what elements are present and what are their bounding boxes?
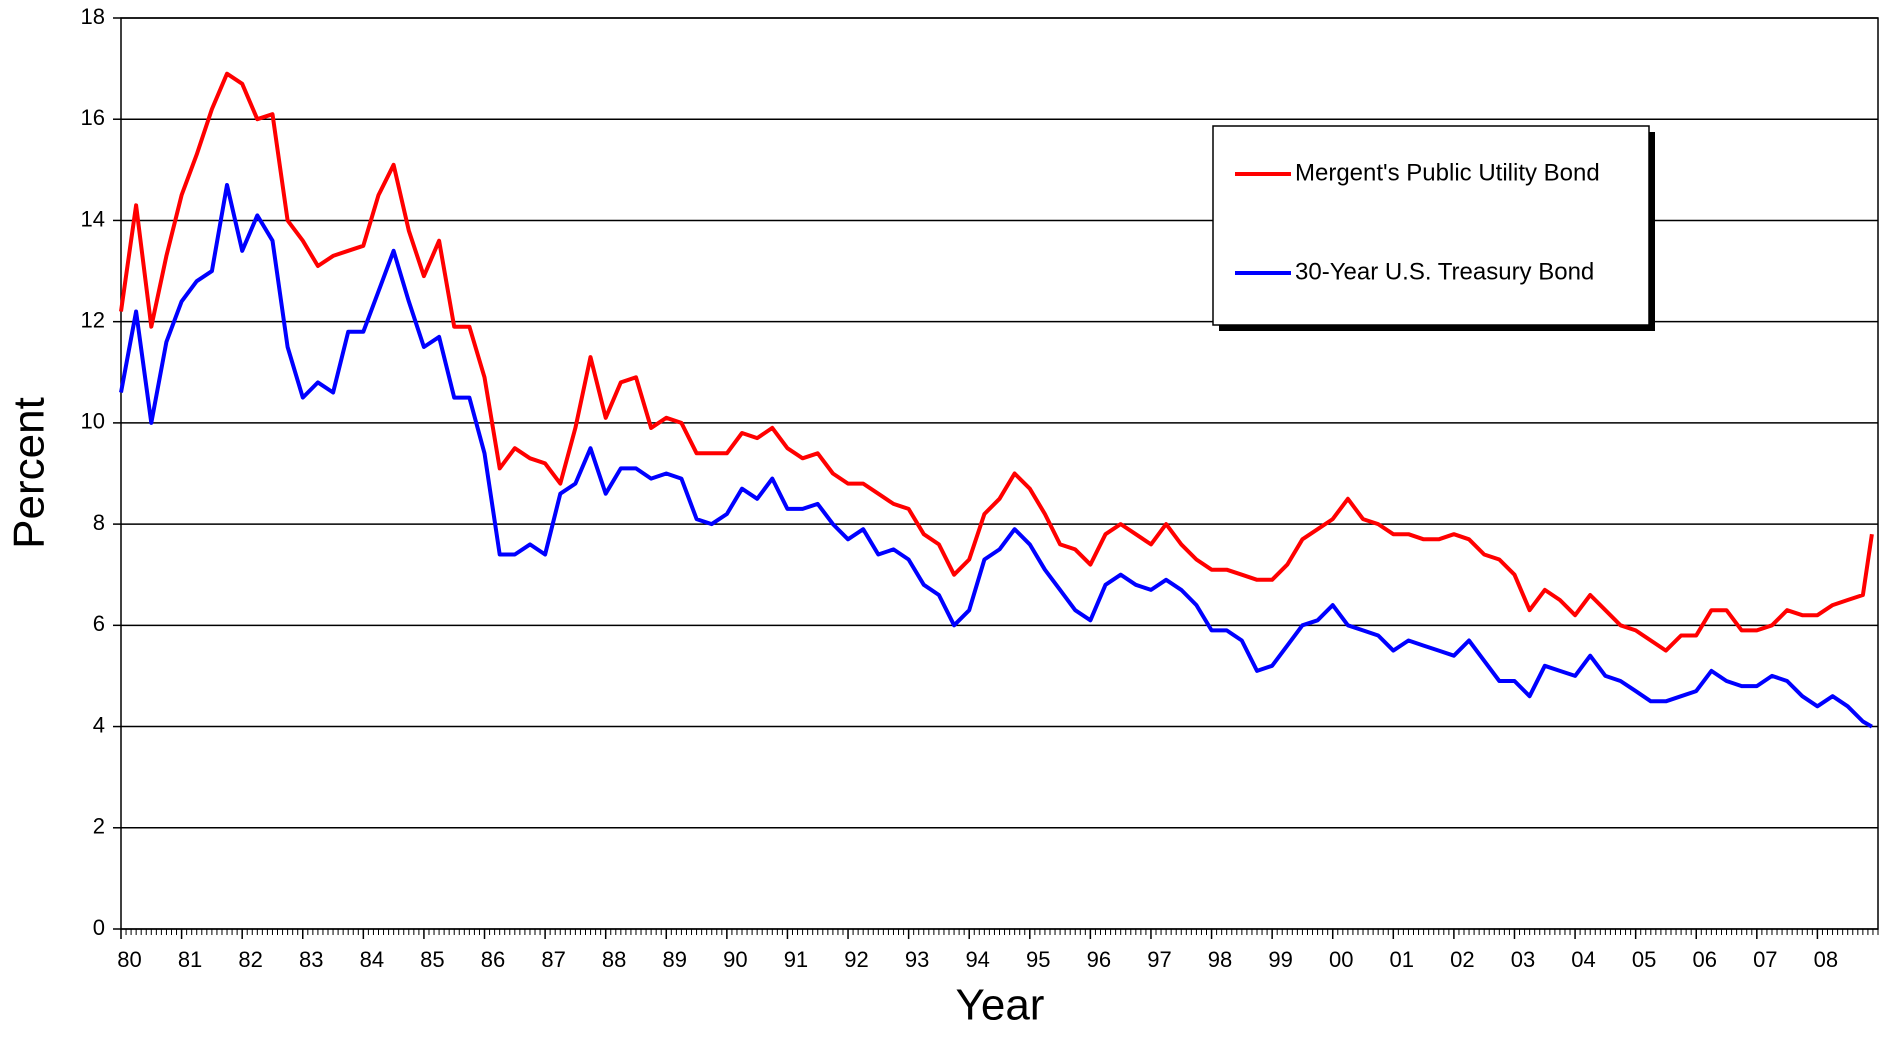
- legend-label: 30-Year U.S. Treasury Bond: [1295, 258, 1594, 285]
- x-tick-label: 94: [965, 947, 989, 972]
- x-tick-label: 85: [420, 947, 444, 972]
- x-tick-label: 96: [1087, 947, 1111, 972]
- x-axis-label: Year: [956, 981, 1045, 1030]
- x-tick-label: 97: [1147, 947, 1171, 972]
- y-tick-label: 14: [81, 206, 105, 231]
- y-tick-label: 16: [81, 105, 105, 130]
- line-series: [119, 183, 1873, 729]
- x-tick-label: 92: [844, 947, 868, 972]
- legend-label: Mergent's Public Utility Bond: [1295, 159, 1600, 186]
- x-tick-label: 04: [1571, 947, 1595, 972]
- x-tick-label: 95: [1026, 947, 1050, 972]
- y-tick-label: 10: [81, 409, 105, 434]
- y-axis-label: Percent: [5, 397, 54, 549]
- x-tick-label: 88: [602, 947, 626, 972]
- x-tick-label: 93: [905, 947, 929, 972]
- y-tick-label: 0: [93, 915, 105, 940]
- x-tick-label: 06: [1692, 947, 1716, 972]
- x-tick-label: 84: [360, 947, 384, 972]
- x-tick-label: 82: [238, 947, 262, 972]
- x-tick-label: 89: [663, 947, 687, 972]
- legend: Mergent's Public Utility Bond 30-Year U.S…: [1212, 125, 1655, 331]
- y-tick-label: 8: [93, 510, 105, 535]
- x-tick-label: 83: [299, 947, 323, 972]
- x-tick-label: 03: [1511, 947, 1535, 972]
- x-tick-label: 00: [1329, 947, 1353, 972]
- x-tick-label: 98: [1208, 947, 1232, 972]
- x-tick-label: 99: [1268, 947, 1292, 972]
- x-tick-label: 80: [117, 947, 141, 972]
- y-tick-label: 6: [93, 611, 105, 636]
- legend-box: [1212, 125, 1650, 326]
- x-tick-label: 81: [178, 947, 202, 972]
- y-tick-label: 2: [93, 814, 105, 839]
- y-tick-label: 4: [93, 712, 105, 737]
- x-tick-label: 02: [1450, 947, 1474, 972]
- plot-border: [120, 17, 1879, 930]
- x-tick-label: 05: [1632, 947, 1656, 972]
- x-tick-label: 90: [723, 947, 747, 972]
- y-tick-label: 12: [81, 307, 105, 332]
- x-tick-label: 91: [784, 947, 808, 972]
- x-tick-label: 08: [1814, 947, 1838, 972]
- x-tick-label: 87: [541, 947, 565, 972]
- y-tick-label: 18: [81, 4, 105, 29]
- x-tick-label: 07: [1753, 947, 1777, 972]
- x-tick-label: 86: [481, 947, 505, 972]
- line-series: [119, 71, 1874, 653]
- x-tick-label: 01: [1390, 947, 1414, 972]
